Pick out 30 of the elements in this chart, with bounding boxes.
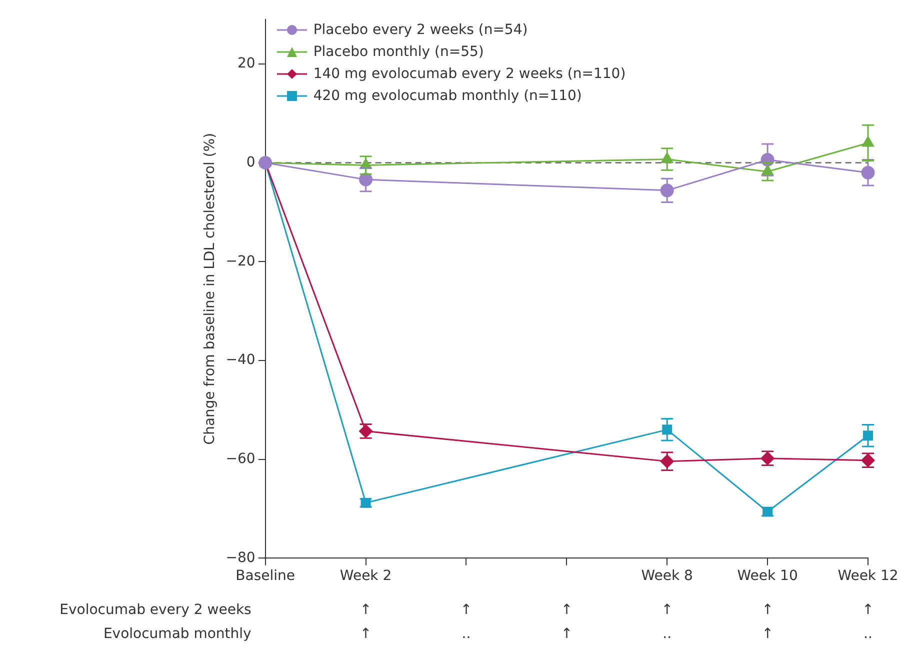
text: .. bbox=[662, 626, 672, 642]
x-tick-label: Week 8 bbox=[641, 568, 693, 584]
text: ↑ bbox=[360, 602, 372, 618]
text: ↑ bbox=[661, 602, 673, 618]
x-tick-label: Week 10 bbox=[737, 568, 798, 584]
y-tick-label: 20 bbox=[238, 56, 256, 72]
text: ↑ bbox=[762, 626, 774, 642]
y-tick-label: 0 bbox=[246, 154, 256, 170]
text: .. bbox=[462, 626, 471, 642]
y-tick-label: −80 bbox=[226, 550, 256, 566]
text: ↑ bbox=[762, 602, 774, 618]
text: ↑ bbox=[460, 602, 472, 618]
text: ↑ bbox=[360, 626, 372, 642]
text: ↑ bbox=[560, 602, 573, 618]
text: Evolocumab every 2 weeks bbox=[60, 602, 252, 618]
text: ↑ bbox=[862, 602, 874, 618]
legend-label: Placebo every 2 weeks (n=54) bbox=[313, 22, 528, 38]
y-tick-label: −60 bbox=[226, 450, 256, 467]
text: .. bbox=[864, 626, 872, 642]
legend-label: 420 mg evolocumab monthly (n=110) bbox=[313, 88, 582, 104]
x-tick-label: Baseline bbox=[236, 568, 296, 584]
legend-label: 140 mg evolocumab every 2 weeks (n=110) bbox=[313, 66, 626, 82]
text: Evolocumab monthly bbox=[103, 626, 252, 642]
legend-label: Placebo monthly (n=55) bbox=[313, 44, 484, 60]
x-tick-label: Week 2 bbox=[340, 568, 392, 584]
text: ↑ bbox=[560, 626, 573, 642]
x-tick-label: Week 12 bbox=[838, 568, 898, 584]
y-tick-label: −20 bbox=[226, 253, 256, 270]
y-axis-title: Change from baseline in LDL cholesterol (%) bbox=[202, 132, 218, 445]
y-tick-label: −40 bbox=[226, 352, 256, 368]
